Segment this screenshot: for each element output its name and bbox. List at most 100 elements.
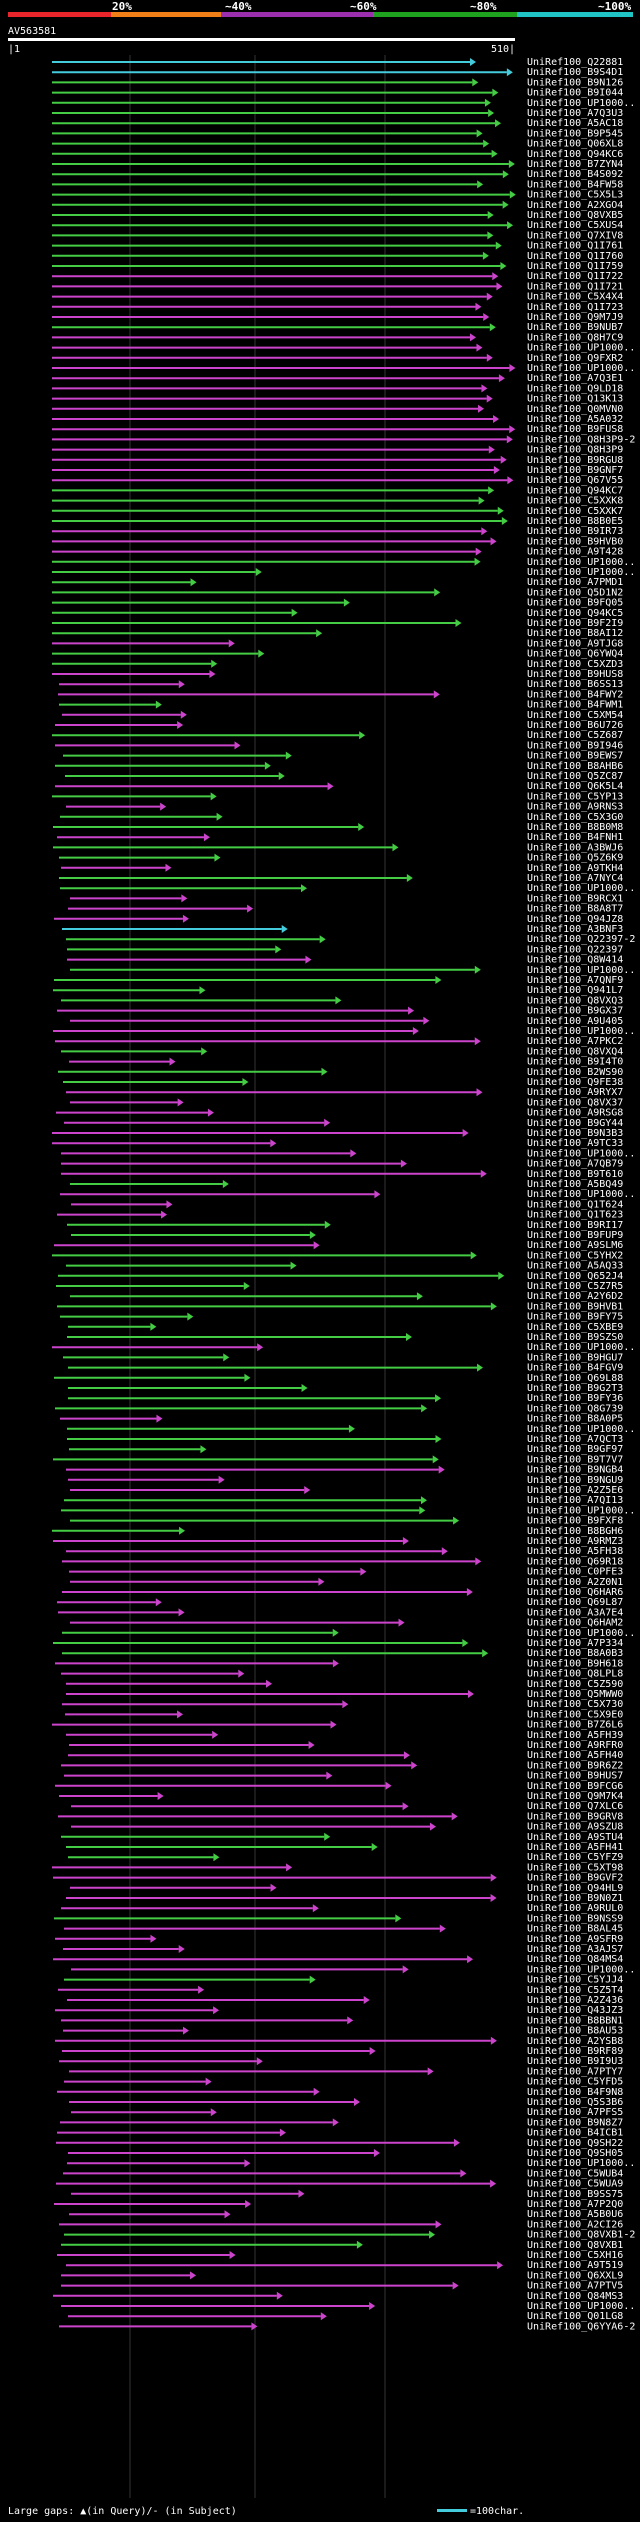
- hit-id-label[interactable]: UniRef100_B7ZYN4: [527, 159, 623, 170]
- hit-row[interactable]: UniRef100_B9IR73: [52, 526, 623, 537]
- hit-id-label[interactable]: UniRef100_A7Q3U3: [527, 108, 623, 119]
- hit-row[interactable]: UniRef100_C5YFD5: [64, 2077, 623, 2088]
- hit-id-label[interactable]: UniRef100_B9HVB0: [527, 536, 623, 547]
- hit-id-label[interactable]: UniRef100_Q9SH05: [527, 2148, 623, 2159]
- hit-row[interactable]: UniRef100_C5Z7R5: [56, 1281, 623, 1292]
- hit-id-label[interactable]: UniRef100_C5Z687: [527, 730, 623, 741]
- hit-id-label[interactable]: UniRef100_C5XXK7: [527, 506, 623, 517]
- hit-id-label[interactable]: UniRef100_Q8VXB1: [527, 2240, 623, 2251]
- hit-id-label[interactable]: UniRef100_Q8H7C9: [527, 332, 623, 343]
- hit-row[interactable]: UniRef100_B9NGB4: [66, 1465, 623, 1476]
- hit-id-label[interactable]: UniRef100_A9T519: [527, 2260, 623, 2271]
- hit-id-label[interactable]: UniRef100_C5YFD5: [527, 2077, 623, 2088]
- hit-id-label[interactable]: UniRef100_A7QB79: [527, 1159, 623, 1170]
- hit-id-label[interactable]: UniRef100_C5XH16: [527, 2250, 623, 2261]
- hit-id-label[interactable]: UniRef100_A9SZU8: [527, 1822, 623, 1833]
- hit-id-label[interactable]: UniRef100_B8AU53: [527, 2026, 623, 2037]
- hit-row[interactable]: UniRef100_Q94KC7: [52, 485, 623, 496]
- hit-id-label[interactable]: UniRef100_Q22881: [527, 57, 623, 68]
- hit-id-label[interactable]: UniRef100_UP1000..: [527, 1026, 635, 1037]
- hit-row[interactable]: UniRef100_C5WUB4: [63, 2168, 623, 2179]
- hit-id-label[interactable]: UniRef100_Q69L88: [527, 1373, 623, 1384]
- hit-id-label[interactable]: UniRef100_C5YJJ4: [527, 1975, 623, 1986]
- hit-id-label[interactable]: UniRef100_Q69R18: [527, 1556, 623, 1567]
- hit-row[interactable]: UniRef100_B4ICB1: [57, 2128, 623, 2139]
- hit-id-label[interactable]: UniRef100_B9FY36: [527, 1393, 623, 1404]
- hit-row[interactable]: UniRef100_A5BQ49: [70, 1179, 623, 1190]
- hit-row[interactable]: UniRef100_B9SZS0: [67, 1332, 623, 1343]
- hit-id-label[interactable]: UniRef100_A7PKC2: [527, 1036, 623, 1047]
- hit-row[interactable]: UniRef100_UP1000..: [61, 1505, 635, 1516]
- hit-row[interactable]: UniRef100_B9SS75: [71, 2189, 623, 2200]
- hit-row[interactable]: UniRef100_UP1000..: [52, 1342, 635, 1353]
- hit-row[interactable]: UniRef100_B8A0B3: [62, 1648, 623, 1659]
- hit-row[interactable]: UniRef100_UP1000..: [60, 1189, 635, 1200]
- hit-row[interactable]: UniRef100_Q7XLC6: [71, 1801, 623, 1812]
- hit-id-label[interactable]: UniRef100_Q94JZ8: [527, 914, 623, 925]
- hit-row[interactable]: UniRef100_C5YHX2: [52, 1250, 623, 1261]
- hit-row[interactable]: UniRef100_B9FCG6: [55, 1781, 623, 1792]
- hit-id-label[interactable]: UniRef100_A3AJS7: [527, 1944, 623, 1955]
- hit-row[interactable]: UniRef100_B9S4D1: [52, 67, 623, 78]
- hit-id-label[interactable]: UniRef100_B4FGV9: [527, 1363, 623, 1374]
- hit-id-label[interactable]: UniRef100_C0PFE3: [527, 1567, 623, 1578]
- hit-id-label[interactable]: UniRef100_UP1000..: [527, 1505, 635, 1516]
- hit-row[interactable]: UniRef100_UP1000..: [70, 965, 635, 976]
- hit-id-label[interactable]: UniRef100_B8A0P5: [527, 1414, 623, 1425]
- hit-row[interactable]: UniRef100_B9N8Z7: [60, 2117, 623, 2128]
- hit-row[interactable]: UniRef100_UP1000..: [67, 1424, 635, 1435]
- hit-row[interactable]: UniRef100_C5XM54: [62, 710, 623, 721]
- hit-row[interactable]: UniRef100_A9RFR0: [69, 1740, 623, 1751]
- hit-id-label[interactable]: UniRef100_Q69L87: [527, 1597, 623, 1608]
- hit-id-label[interactable]: UniRef100_Q6K5L4: [527, 781, 623, 792]
- hit-id-label[interactable]: UniRef100_B9S4D1: [527, 67, 623, 78]
- hit-id-label[interactable]: UniRef100_A2Z0N1: [527, 1577, 623, 1588]
- hit-row[interactable]: UniRef100_B9HUS8: [52, 669, 623, 680]
- hit-id-label[interactable]: UniRef100_B9T7V7: [527, 1454, 623, 1465]
- hit-row[interactable]: UniRef100_Q1T623: [57, 1210, 623, 1221]
- hit-id-label[interactable]: UniRef100_C5Z5T4: [527, 1985, 623, 1996]
- hit-row[interactable]: UniRef100_B6SS13: [59, 679, 623, 690]
- hit-row[interactable]: UniRef100_Q22397-2: [66, 934, 635, 945]
- hit-row[interactable]: UniRef100_Q8H3P9-2: [52, 434, 635, 445]
- hit-row[interactable]: UniRef100_B9GVF2: [53, 1873, 623, 1884]
- hit-row[interactable]: UniRef100_Q652J4: [58, 1271, 623, 1282]
- hit-id-label[interactable]: UniRef100_Q22397: [527, 944, 623, 955]
- hit-id-label[interactable]: UniRef100_Q9M7K4: [527, 1791, 623, 1802]
- hit-row[interactable]: UniRef100_Q94KC6: [52, 149, 623, 160]
- hit-row[interactable]: UniRef100_Q5Z6K9: [59, 853, 623, 864]
- hit-id-label[interactable]: UniRef100_Q8VXQ3: [527, 995, 623, 1006]
- hit-row[interactable]: UniRef100_Q6HAR6: [62, 1587, 623, 1598]
- hit-id-label[interactable]: UniRef100_A3BWJ6: [527, 842, 623, 853]
- hit-row[interactable]: UniRef100_B9T7V7: [53, 1454, 623, 1465]
- hit-id-label[interactable]: UniRef100_UP1000..: [527, 1424, 635, 1435]
- hit-id-label[interactable]: UniRef100_Q8G739: [527, 1403, 623, 1414]
- hit-row[interactable]: UniRef100_UP1000..: [71, 1964, 635, 1975]
- hit-row[interactable]: UniRef100_B9RF89: [62, 2046, 623, 2057]
- hit-id-label[interactable]: UniRef100_Q6YWQ4: [527, 649, 623, 660]
- hit-id-label[interactable]: UniRef100_A2CI26: [527, 2219, 623, 2230]
- hit-id-label[interactable]: UniRef100_UP1000..: [527, 1189, 635, 1200]
- hit-id-label[interactable]: UniRef100_B9EWS7: [527, 751, 623, 762]
- hit-id-label[interactable]: UniRef100_C5WUB4: [527, 2168, 623, 2179]
- hit-id-label[interactable]: UniRef100_A7NYC4: [527, 873, 623, 884]
- hit-row[interactable]: UniRef100_A9TJG8: [52, 638, 623, 649]
- hit-id-label[interactable]: UniRef100_A7PTV5: [527, 2281, 623, 2292]
- hit-row[interactable]: UniRef100_B9NSS9: [54, 1913, 623, 1924]
- hit-row[interactable]: UniRef100_Q8W414: [67, 955, 623, 966]
- hit-row[interactable]: UniRef100_C5XH16: [57, 2250, 623, 2261]
- hit-row[interactable]: UniRef100_B9HGU7: [63, 1352, 623, 1363]
- hit-row[interactable]: UniRef100_A2CI26: [59, 2219, 623, 2230]
- hit-id-label[interactable]: UniRef100_C5YP13: [527, 791, 623, 802]
- hit-row[interactable]: UniRef100_A7QI13: [64, 1495, 623, 1506]
- hit-id-label[interactable]: UniRef100_B9HGU7: [527, 1352, 623, 1363]
- hit-id-label[interactable]: UniRef100_B9F2I9: [527, 618, 623, 629]
- hit-row[interactable]: UniRef100_C5Z687: [52, 730, 623, 741]
- hit-id-label[interactable]: UniRef100_Q5S3B6: [527, 2097, 623, 2108]
- hit-id-label[interactable]: UniRef100_B4FWM1: [527, 700, 623, 711]
- hit-row[interactable]: UniRef100_Q8VXB1: [61, 2240, 623, 2251]
- hit-id-label[interactable]: UniRef100_Q652J4: [527, 1271, 623, 1282]
- hit-row[interactable]: UniRef100_Q8G739: [55, 1403, 623, 1414]
- hit-id-label[interactable]: UniRef100_Q8H3P9: [527, 445, 623, 456]
- hit-row[interactable]: UniRef100_Q9LD18: [52, 383, 623, 394]
